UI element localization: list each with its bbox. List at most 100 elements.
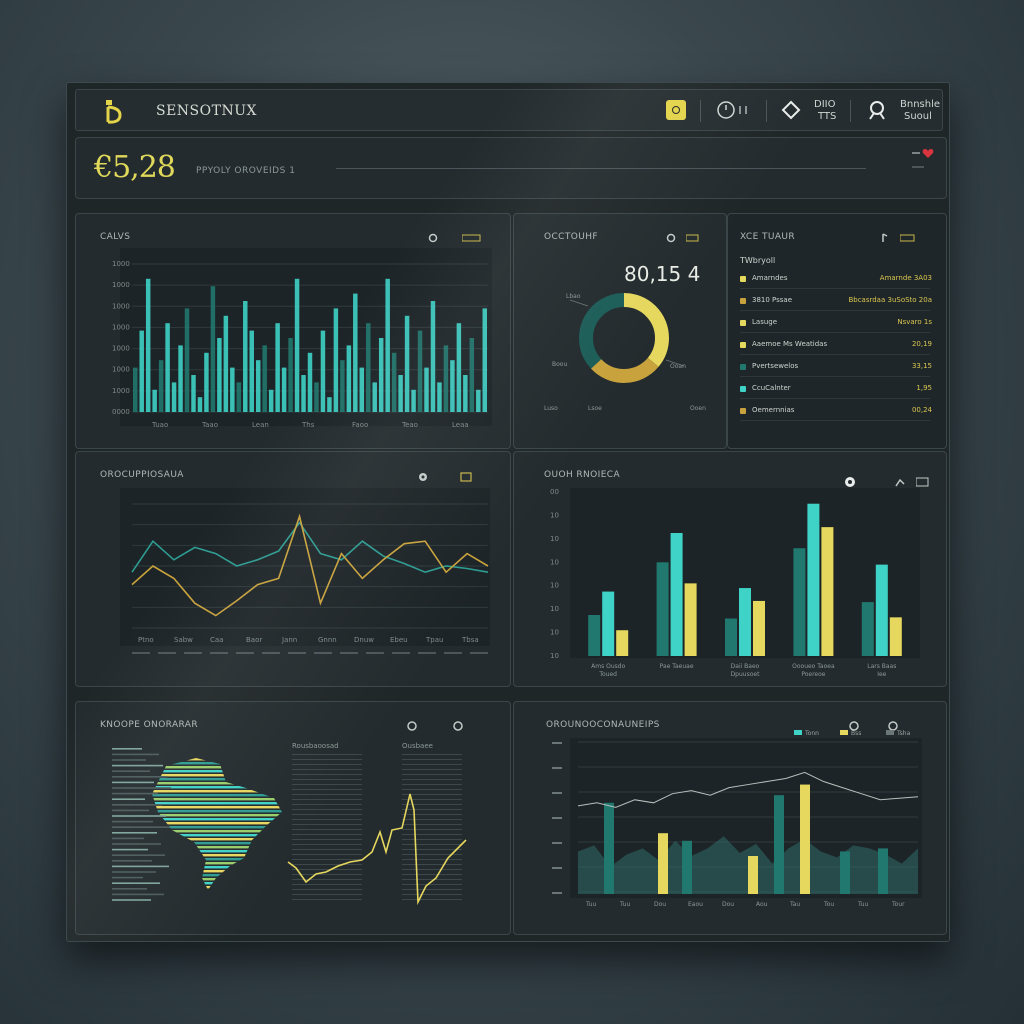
info-icon[interactable] bbox=[880, 233, 890, 243]
bar bbox=[152, 389, 157, 412]
map-stripe bbox=[152, 866, 282, 869]
table-row bbox=[402, 829, 462, 830]
list-item-marker bbox=[740, 276, 746, 282]
legend-dash bbox=[262, 652, 280, 654]
mini-divider bbox=[912, 166, 924, 168]
bar bbox=[616, 630, 629, 656]
bar bbox=[359, 367, 365, 412]
menu-icon[interactable] bbox=[916, 476, 930, 488]
clock-icon[interactable] bbox=[716, 100, 754, 120]
bar bbox=[476, 389, 481, 412]
x-tick-label: Tou bbox=[823, 901, 834, 908]
map-stripe bbox=[152, 770, 282, 773]
table-row bbox=[292, 759, 362, 760]
category-label: Dpuusoet bbox=[731, 671, 761, 678]
combined-chart-panel: OROUNOOCONAUNEIPS Tonn Bss Tsha Tuu Tuu Dou Ea… bbox=[513, 701, 947, 935]
bar bbox=[333, 308, 339, 412]
heart-icon[interactable] bbox=[912, 146, 936, 160]
legend-dash bbox=[470, 652, 488, 654]
bar bbox=[346, 345, 352, 412]
list-divider bbox=[740, 398, 930, 399]
toolbar-button-label[interactable]: DIIO bbox=[814, 99, 836, 110]
donut-label: Luso bbox=[544, 405, 558, 412]
x-tick-label: Tpau bbox=[425, 636, 443, 644]
refresh-icon[interactable] bbox=[848, 720, 860, 732]
summary-bar: €5,28 PPYOLY OROVEIDS 1 bbox=[75, 137, 947, 199]
table-row bbox=[402, 874, 462, 875]
y-tick-label: 1000 bbox=[112, 260, 130, 268]
bar bbox=[230, 367, 235, 412]
panel-title: OCCTOUHF bbox=[544, 232, 598, 242]
line-chart: Ptno Sabw Caa Baor Jann Gnnn Dnuw Ebeu Tpau Tbsa bbox=[120, 488, 490, 654]
table-row bbox=[402, 774, 462, 775]
table-row bbox=[292, 884, 362, 885]
refresh-icon[interactable] bbox=[406, 720, 418, 732]
map-stripe bbox=[152, 774, 282, 777]
bar bbox=[184, 308, 190, 412]
panel-title: OROCUPPIOSAUA bbox=[100, 470, 184, 480]
list-item-label[interactable]: Lasuge bbox=[752, 318, 778, 326]
map-stripe bbox=[152, 798, 282, 801]
table-row bbox=[402, 839, 462, 840]
menu-icon[interactable] bbox=[900, 233, 916, 243]
map-stripe bbox=[152, 846, 282, 849]
table-row bbox=[402, 789, 462, 790]
calendar-icon[interactable] bbox=[460, 472, 474, 482]
y-tick-label: 1000 bbox=[112, 323, 130, 331]
table-row bbox=[292, 854, 362, 855]
bar bbox=[404, 315, 410, 412]
table-row bbox=[292, 754, 362, 755]
y-tick-label: 1000 bbox=[112, 345, 130, 353]
donut-center-value: 80,15 4 bbox=[624, 262, 701, 286]
list-item-label[interactable]: Pvertsewelos bbox=[752, 362, 799, 370]
refresh-icon[interactable] bbox=[666, 233, 676, 243]
y-tick-label: 0000 bbox=[112, 408, 130, 416]
menu-icon[interactable] bbox=[686, 233, 700, 243]
layers-icon[interactable] bbox=[781, 100, 801, 120]
list-divider bbox=[740, 310, 930, 311]
legend-dash bbox=[288, 652, 306, 654]
bar bbox=[398, 375, 403, 412]
map-stripe bbox=[152, 886, 282, 889]
refresh-icon[interactable] bbox=[428, 233, 438, 243]
map-stripe bbox=[152, 850, 282, 853]
category-label: Lars Baas bbox=[867, 663, 896, 670]
table-row bbox=[292, 824, 362, 825]
table-row bbox=[402, 769, 462, 770]
notifications-icon[interactable] bbox=[666, 100, 686, 120]
list-item-label[interactable]: Aaemoe Ms Weatidas bbox=[752, 340, 828, 348]
bar bbox=[210, 286, 216, 412]
bar bbox=[443, 345, 449, 412]
map-stripe bbox=[152, 822, 282, 825]
bar bbox=[656, 562, 669, 656]
panel-title: OROUNOOCONAUNEIPS bbox=[546, 720, 660, 730]
share-icon[interactable] bbox=[894, 476, 908, 488]
user-name[interactable]: Bnnshle bbox=[900, 99, 941, 110]
x-tick-label: Baor bbox=[246, 636, 262, 644]
target-icon[interactable] bbox=[844, 476, 856, 488]
table-row bbox=[292, 764, 362, 765]
category-label: Ams Ousdo bbox=[591, 663, 625, 670]
list-item-label[interactable]: Amarndes bbox=[752, 274, 788, 282]
legend-row bbox=[112, 860, 152, 862]
menu-icon[interactable] bbox=[462, 233, 482, 243]
list-item-label[interactable]: 3810 Pssae bbox=[752, 296, 793, 304]
table-row bbox=[402, 899, 462, 900]
list-item-label[interactable]: CcuCalnter bbox=[752, 384, 791, 392]
legend-dash bbox=[444, 652, 462, 654]
dashboard-window: SENSOTNUX DIIO TTS Bnnshle Suoul €5,28 P… bbox=[66, 82, 950, 942]
list-item-label[interactable]: Oemernnias bbox=[752, 406, 795, 414]
bar bbox=[314, 382, 319, 412]
legend-row bbox=[112, 798, 145, 800]
legend-row bbox=[112, 820, 153, 823]
target-icon[interactable] bbox=[418, 472, 428, 482]
map-stripe bbox=[146, 754, 296, 756]
bar bbox=[178, 345, 183, 412]
x-tick-label: Eaou bbox=[688, 901, 703, 908]
x-tick-label: Caa bbox=[210, 636, 223, 644]
user-icon[interactable] bbox=[866, 99, 888, 121]
legend-row bbox=[112, 854, 165, 856]
settings-icon[interactable] bbox=[452, 720, 464, 732]
bar bbox=[171, 382, 177, 412]
map-stripe bbox=[152, 806, 282, 809]
